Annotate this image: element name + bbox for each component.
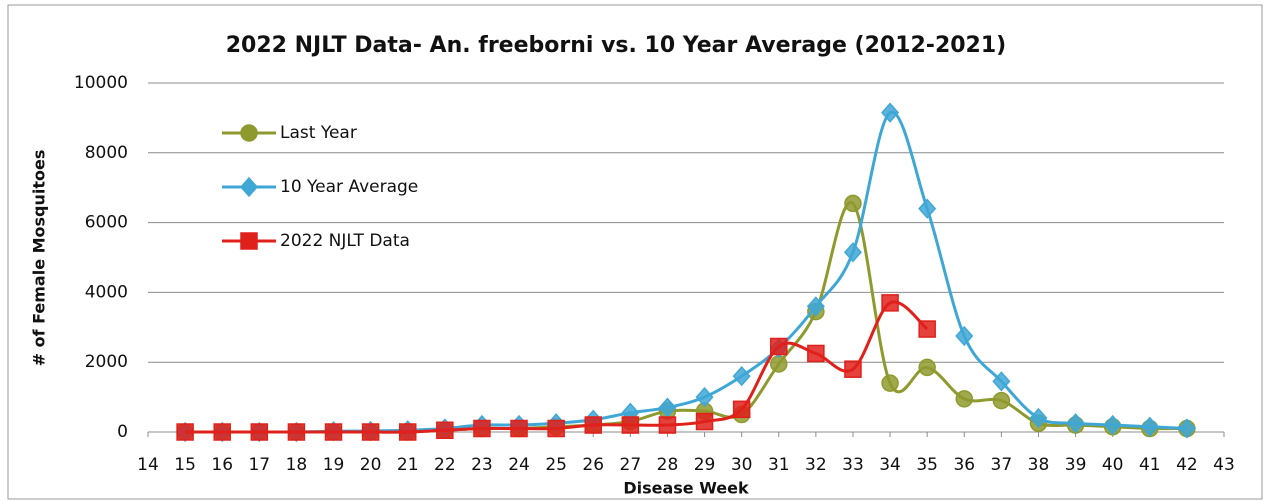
data-point — [918, 320, 936, 338]
x-tick-label: 27 — [620, 455, 642, 475]
y-tick-label: 10000 — [74, 73, 128, 93]
y-axis-title: # of Female Mosquitoes — [30, 150, 49, 367]
data-point — [806, 296, 825, 317]
x-tick-label: 17 — [248, 455, 270, 475]
x-tick-label: 24 — [508, 455, 530, 475]
data-point — [473, 419, 491, 438]
legend-label: 2022 NJLT Data — [280, 231, 410, 251]
legend-label: 10 Year Average — [280, 177, 418, 197]
data-point — [843, 242, 862, 263]
data-point — [844, 360, 862, 378]
data-point — [918, 198, 937, 219]
data-point — [695, 386, 714, 408]
data-point — [547, 419, 565, 438]
data-point — [881, 294, 899, 312]
data-point — [695, 412, 714, 431]
x-tick-label: 39 — [1065, 455, 1087, 475]
y-tick-label: 0 — [117, 422, 128, 442]
x-tick-label: 38 — [1028, 455, 1050, 475]
x-tick-label: 42 — [1176, 455, 1198, 475]
data-point — [1140, 416, 1159, 437]
data-point — [881, 102, 900, 123]
data-point — [770, 337, 788, 356]
x-tick-label: 37 — [991, 455, 1013, 475]
y-tick-label: 4000 — [85, 282, 128, 302]
chart-title: 2022 NJLT Data- An. freeborni vs. 10 Yea… — [226, 33, 1006, 58]
x-axis-title: Disease Week — [623, 479, 749, 498]
data-point — [361, 423, 380, 441]
x-tick-label: 43 — [1213, 455, 1235, 475]
x-tick-label: 32 — [805, 455, 827, 475]
data-point — [658, 416, 677, 434]
data-point — [436, 421, 454, 440]
data-point — [807, 344, 825, 363]
x-tick-label: 34 — [879, 455, 901, 475]
data-point — [992, 371, 1011, 392]
data-point — [584, 416, 602, 434]
data-point — [287, 423, 306, 441]
data-point — [955, 390, 974, 408]
legend-label: Last Year — [280, 123, 357, 143]
x-tick-label: 30 — [731, 455, 753, 475]
data-point — [1177, 418, 1196, 439]
x-tick-label: 16 — [211, 455, 233, 475]
data-point — [918, 358, 936, 377]
x-tick-label: 15 — [174, 455, 196, 475]
data-point — [881, 374, 899, 392]
x-tick-label: 33 — [842, 455, 864, 475]
x-tick-label: 31 — [768, 455, 790, 475]
data-point — [250, 423, 269, 441]
data-point — [176, 423, 194, 441]
x-tick-label: 28 — [657, 455, 679, 475]
x-tick-label: 20 — [360, 455, 382, 475]
legend-marker — [240, 232, 258, 250]
data-point — [992, 391, 1011, 410]
data-point — [732, 400, 751, 419]
x-tick-label: 36 — [953, 455, 975, 475]
data-point — [398, 423, 417, 441]
x-tick-label: 40 — [1102, 455, 1124, 475]
data-point — [955, 325, 974, 347]
data-point — [732, 366, 751, 387]
data-point — [510, 419, 528, 438]
x-tick-label: 18 — [286, 455, 308, 475]
y-tick-label: 8000 — [85, 143, 128, 163]
x-tick-label: 29 — [694, 455, 716, 475]
y-tick-label: 2000 — [85, 352, 128, 372]
x-tick-label: 21 — [397, 455, 419, 475]
data-point — [844, 194, 862, 213]
data-point — [213, 423, 231, 441]
x-tick-label: 14 — [137, 455, 159, 475]
data-point — [1103, 414, 1122, 436]
data-point — [621, 416, 640, 434]
x-tick-label: 25 — [545, 455, 567, 475]
legend-marker — [240, 124, 258, 142]
x-tick-label: 35 — [916, 455, 938, 475]
data-point — [324, 423, 343, 441]
y-tick-label: 6000 — [85, 213, 128, 233]
x-tick-label: 26 — [582, 455, 604, 475]
data-point — [1029, 407, 1048, 429]
x-tick-label: 22 — [434, 455, 456, 475]
x-tick-label: 41 — [1139, 455, 1161, 475]
x-tick-label: 23 — [471, 455, 493, 475]
data-point — [1066, 413, 1085, 434]
x-tick-label: 19 — [323, 455, 345, 475]
legend-marker — [239, 176, 259, 198]
